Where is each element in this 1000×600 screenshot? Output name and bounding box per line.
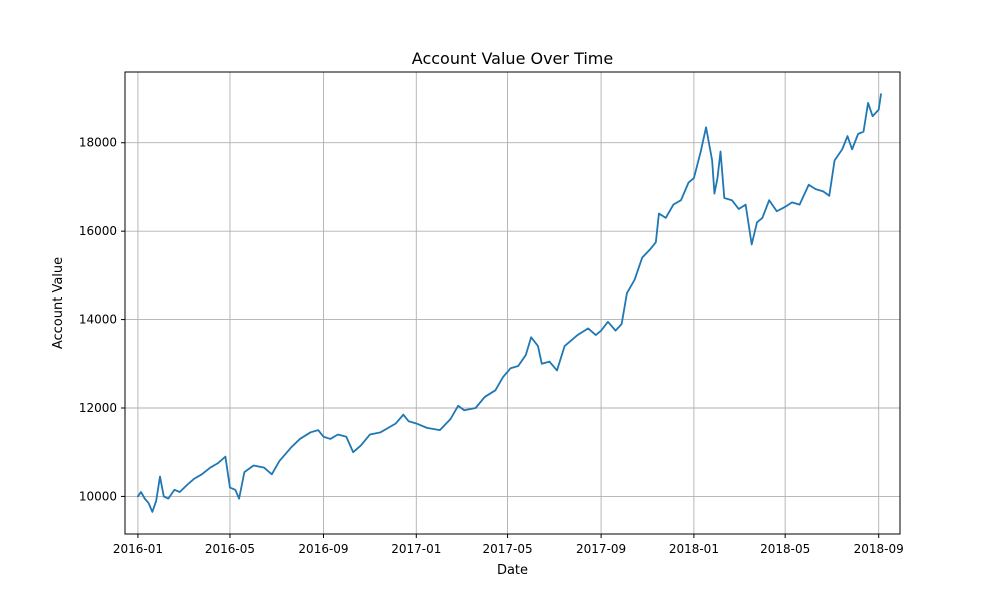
series-layer <box>137 93 882 513</box>
y-tick-label: 18000 <box>79 136 117 150</box>
series-line-account-value <box>137 93 882 513</box>
x-axis-label: Date <box>497 563 528 578</box>
x-tick-label: 2016-09 <box>298 542 348 556</box>
y-tick-label: 14000 <box>79 313 117 327</box>
y-tick-label: 10000 <box>79 489 117 503</box>
axis-ticks: 2016-01 2016-05 2016-09 2017-01 2017-05 2017-… <box>79 136 904 556</box>
grid <box>125 72 900 534</box>
x-tick-label: 2018-09 <box>854 542 904 556</box>
x-tick-label: 2017-05 <box>482 542 532 556</box>
y-tick-label: 12000 <box>79 401 117 415</box>
y-axis-label: Account Value <box>51 257 66 349</box>
x-tick-label: 2018-01 <box>669 542 719 556</box>
plot-area-frame <box>124 71 901 535</box>
x-tick-label: 2016-05 <box>205 542 255 556</box>
x-tick-label: 2016-01 <box>113 542 163 556</box>
chart-title: Account Value Over Time <box>412 49 613 68</box>
y-tick-label: 16000 <box>79 224 117 238</box>
x-tick-label: 2018-05 <box>760 542 810 556</box>
x-tick-label: 2017-01 <box>391 542 441 556</box>
x-tick-label: 2017-09 <box>576 542 626 556</box>
